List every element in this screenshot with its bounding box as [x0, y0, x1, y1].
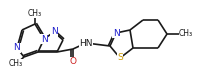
- Text: CH₃: CH₃: [9, 59, 23, 69]
- Text: CH₃: CH₃: [28, 8, 42, 18]
- Text: CH₃: CH₃: [179, 30, 193, 39]
- Text: N: N: [14, 43, 20, 53]
- Text: N: N: [113, 28, 119, 37]
- Text: HN: HN: [79, 39, 93, 47]
- Text: N: N: [41, 34, 47, 43]
- Text: S: S: [117, 53, 123, 63]
- Text: N: N: [51, 28, 57, 37]
- Text: O: O: [69, 57, 76, 67]
